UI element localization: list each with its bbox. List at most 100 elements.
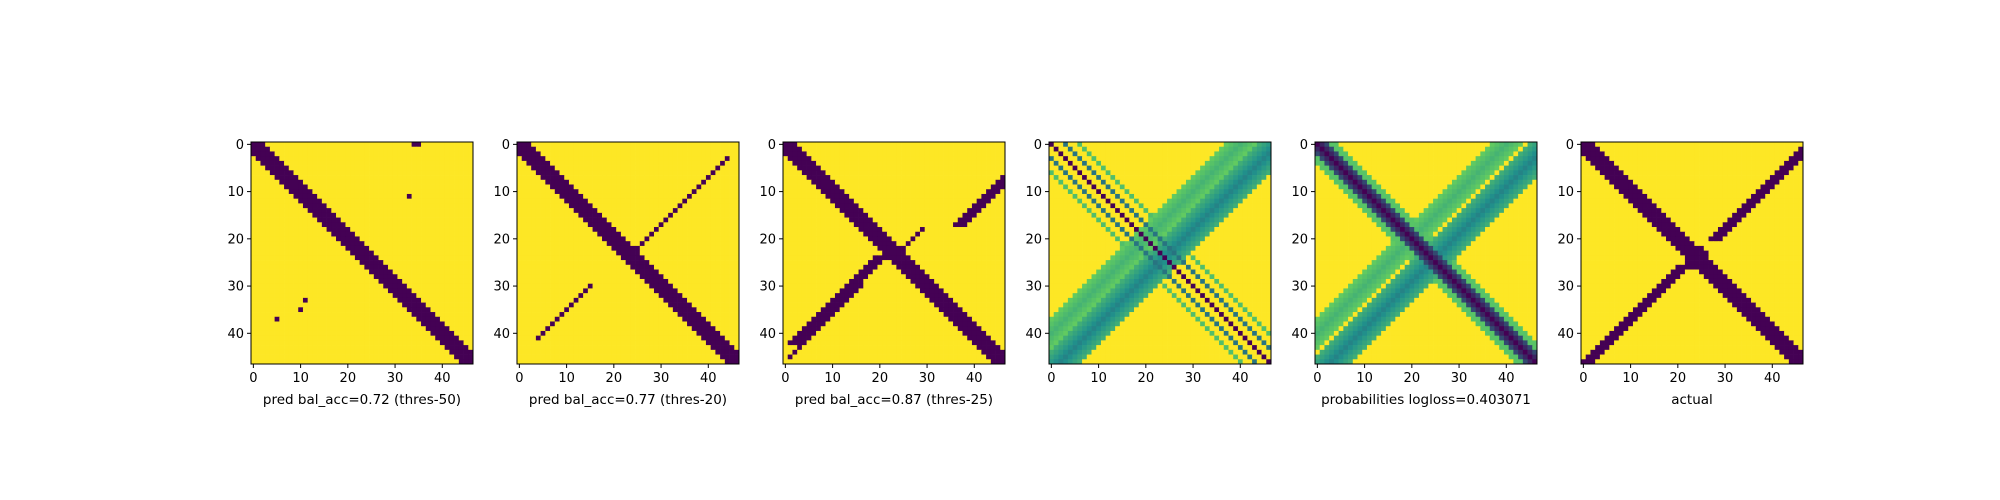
heatmap-cell [696, 307, 702, 313]
heatmap-cell [668, 264, 674, 270]
heatmap-cell [564, 208, 570, 214]
heatmap-cell [350, 283, 356, 289]
heatmap-cell [630, 151, 636, 157]
heatmap-cell [458, 175, 464, 181]
heatmap-cell [354, 330, 360, 337]
heatmap-cell [705, 307, 712, 313]
heatmap-cell [454, 307, 460, 313]
heatmap-cell [458, 227, 464, 233]
heatmap-cell [364, 288, 370, 294]
heatmap-cell [597, 340, 603, 346]
heatmap-cell [729, 312, 735, 318]
heatmap-cell [710, 330, 716, 337]
heatmap-cell [583, 321, 589, 327]
heatmap-cell [317, 142, 323, 148]
heatmap-cell [682, 255, 688, 261]
heatmap-cell [331, 316, 337, 322]
heatmap-cell [611, 278, 617, 285]
heatmap-cell [425, 250, 431, 256]
heatmap-cell [454, 156, 460, 162]
heatmap-cell [378, 227, 384, 233]
heatmap-cell [402, 330, 408, 337]
heatmap-cell [312, 241, 318, 247]
heatmap-cell [649, 274, 655, 280]
heatmap-cell [369, 142, 375, 148]
heatmap-cell [255, 227, 261, 233]
heatmap-cell [701, 146, 707, 152]
heatmap-cell [521, 184, 527, 190]
heatmap-cell [597, 193, 603, 200]
heatmap-cell [430, 326, 436, 332]
heatmap-cell [724, 297, 730, 303]
heatmap-cell [317, 160, 323, 166]
heatmap-cell [830, 193, 836, 200]
heatmap-cell [255, 212, 261, 218]
heatmap-cell [573, 264, 579, 270]
heatmap-cell [602, 189, 608, 195]
heatmap-cell [255, 245, 261, 251]
heatmap-cell [606, 312, 612, 318]
heatmap-cell [583, 156, 589, 162]
heatmap-cell [592, 302, 598, 308]
heatmap-cell [274, 335, 280, 341]
heatmap-cell [269, 326, 275, 332]
heatmap-cell [962, 184, 968, 190]
heatmap-cell [720, 241, 726, 247]
heatmap-cell [444, 245, 450, 251]
heatmap-cell [578, 236, 584, 242]
heatmap-cell [550, 269, 556, 275]
heatmap-cell [602, 217, 608, 223]
heatmap-cell [312, 236, 318, 242]
heatmap-cell [336, 203, 342, 209]
heatmap-cell [639, 203, 645, 209]
heatmap-cell [715, 330, 721, 337]
heatmap-cell [839, 160, 845, 166]
heatmap-cell [421, 354, 427, 360]
heatmap-cell [710, 208, 716, 214]
heatmap-cell [279, 156, 285, 162]
heatmap-cell [886, 160, 892, 166]
heatmap-cell [568, 217, 575, 223]
heatmap-cell [658, 175, 664, 181]
heatmap-cell [302, 198, 309, 204]
heatmap-cell [317, 170, 323, 176]
heatmap-cell [279, 335, 285, 341]
heatmap-cell [269, 260, 275, 266]
heatmap-cell [364, 335, 370, 341]
heatmap-cell [454, 142, 460, 148]
heatmap-cell [995, 175, 1001, 181]
heatmap-cell [387, 302, 394, 308]
heatmap-cell [967, 160, 973, 166]
heatmap-cell [251, 231, 257, 237]
heatmap-cell [724, 165, 730, 171]
heatmap-cell [682, 203, 688, 209]
heatmap-cell [720, 278, 726, 285]
heatmap-cell [326, 283, 332, 289]
heatmap-cell [653, 274, 660, 280]
heatmap-cell [682, 212, 688, 218]
heatmap-cell [606, 198, 612, 204]
heatmap-cell [406, 250, 412, 256]
heatmap-cell [458, 312, 464, 318]
heatmap-cell [326, 359, 332, 365]
heatmap-cell [592, 283, 598, 289]
heatmap-cell [274, 184, 280, 190]
heatmap-cell [251, 269, 257, 275]
heatmap-cell [649, 165, 655, 171]
heatmap-cell [545, 345, 551, 351]
heatmap-cell [444, 198, 450, 204]
heatmap-cell [350, 250, 356, 256]
heatmap-cell [620, 321, 626, 327]
heatmap-cell [630, 321, 636, 327]
heatmap-cell [672, 264, 678, 270]
heatmap-cell [321, 283, 327, 289]
heatmap-cell [251, 212, 257, 218]
heatmap-cell [573, 245, 579, 251]
heatmap-cell [971, 156, 978, 162]
heatmap-cell [981, 165, 987, 171]
heatmap-cell [435, 146, 441, 152]
heatmap-cell [359, 222, 365, 228]
heatmap-cell [663, 208, 669, 214]
heatmap-cell [373, 255, 379, 261]
heatmap-cell [260, 302, 266, 308]
